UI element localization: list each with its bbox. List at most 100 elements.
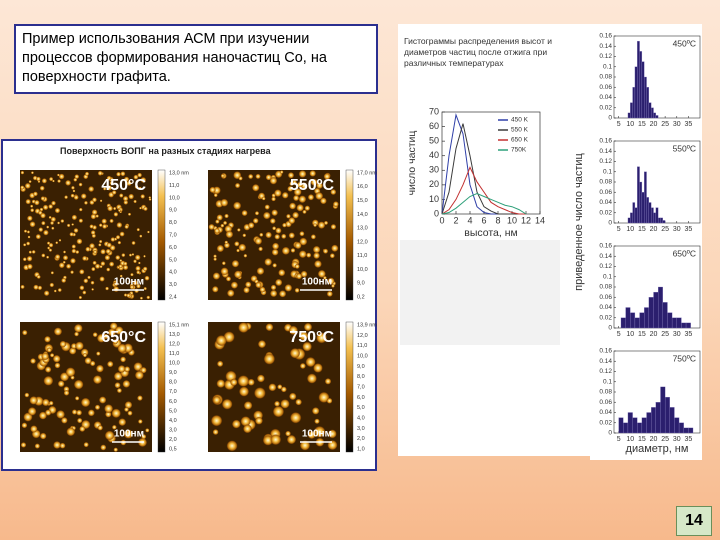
particle [292,211,300,219]
particle [48,204,54,210]
particle [91,197,98,203]
particle [73,379,84,390]
particle [256,374,265,383]
particle [78,207,83,212]
colorbar-tick-label: 13,0 [357,226,368,232]
particle [126,180,132,186]
x-tick-label: 25 [661,121,669,128]
particle [39,185,45,191]
particle [220,223,225,228]
particle [20,170,25,175]
particle [134,184,139,189]
particle [48,176,54,182]
x-tick-label: 10 [626,331,634,338]
particle [245,281,252,288]
x-tick-label: 35 [684,121,692,128]
particle [83,200,88,205]
particle [271,242,280,250]
page-number: 14 [676,506,712,536]
histogram-bar [637,166,640,224]
particle [143,206,148,212]
particle [331,244,339,252]
histogram-bar [632,202,636,224]
histogram-bar [625,307,631,329]
afm-title: Поверхность ВОПГ на разных стадиях нагре… [60,146,271,156]
y-tick-label: 0.12 [599,263,612,270]
legend-label: 650 K [511,137,529,144]
histogram-bar [637,422,643,434]
histogram-bar [646,412,652,434]
colorbar-tick-label: 10,0 [169,195,180,201]
histogram-label: 750ºC [673,353,696,363]
particle [326,290,333,297]
particle [43,375,54,386]
histogram-bar [674,417,680,434]
particle [296,181,303,188]
particle [136,270,141,275]
x-tick-label: 15 [638,331,646,338]
particle [80,397,91,408]
colorbar-tick-label: 11,0 [169,351,179,357]
particle [258,246,263,252]
scale-bar-label: 100нм [302,277,332,288]
particle [209,186,216,194]
y-tick-label: 0.12 [599,368,612,375]
particle [107,205,114,212]
particle [257,339,267,349]
particle [298,250,307,259]
particle [242,233,247,238]
colorbar-tick-label: 11,0 [357,343,367,349]
particle [127,410,133,416]
y-tick-label: 0.02 [599,104,612,111]
particle [263,353,276,365]
particle [92,260,97,266]
particle [105,286,109,291]
particle [216,244,225,253]
particle [80,193,87,200]
particle [294,241,302,250]
particle [99,199,103,203]
y-tick-label: 0.06 [599,84,612,91]
particle [331,284,335,288]
y-tick-label: 0.04 [599,304,612,311]
particle [295,398,302,406]
colorbar [157,321,166,453]
x-tick-label: 20 [650,436,658,443]
x-tick-label: 10 [626,226,634,233]
particle [214,227,220,234]
colorbar-tick-label: 8,0 [357,374,365,380]
particle [93,249,98,255]
particle [296,203,304,212]
particle [127,212,132,216]
y-tick-label: 0.16 [599,33,612,40]
particle [124,224,129,230]
particle [109,181,114,186]
y-tick-label: 0.04 [599,199,612,206]
particle [316,332,328,344]
colorbar-tick-label: 11,0 [169,183,179,189]
particle [254,416,264,425]
y-tick-label: 0.14 [599,358,612,365]
histogram-bar [660,386,666,434]
particle [238,243,247,252]
particle [73,227,79,234]
particle [312,245,321,254]
y-tick-label: 0.12 [599,158,612,165]
particle [35,233,42,240]
particle [61,277,67,284]
colorbar-tick-label: 9,0 [357,364,365,370]
particle [82,352,88,358]
particle [99,276,105,282]
particle [139,234,143,238]
particle [96,351,101,356]
particle [100,444,107,451]
x-tick-label: 15 [638,226,646,233]
particle [225,230,234,239]
particle [42,204,49,211]
particle [252,217,259,224]
particle [69,232,74,237]
x-tick-label: 10 [626,121,634,128]
y-tick-label: 0.06 [599,294,612,301]
particle [30,425,38,433]
